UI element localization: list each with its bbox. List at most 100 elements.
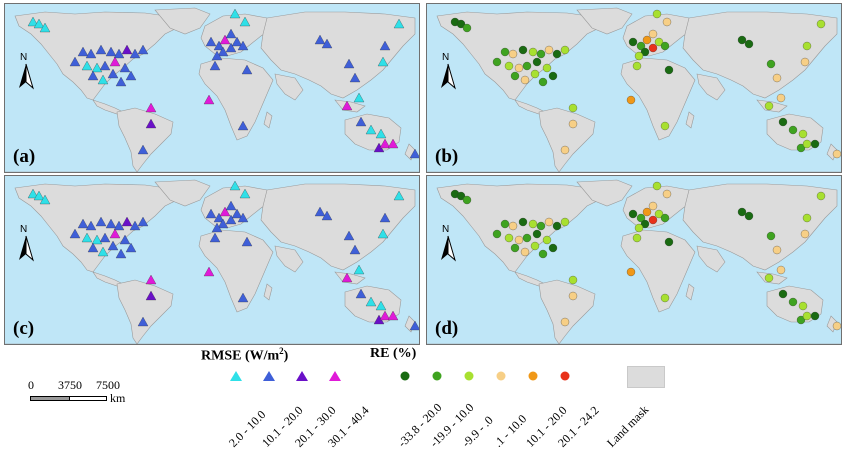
station-marker-circle — [462, 23, 472, 33]
station-marker-triangle — [237, 292, 249, 303]
station-marker-triangle — [353, 92, 365, 103]
station-marker-triangle — [387, 310, 399, 321]
station-marker-circle — [628, 209, 638, 219]
station-marker-circle — [508, 221, 518, 231]
station-marker-triangle — [121, 44, 133, 55]
station-marker-circle — [542, 63, 552, 73]
station-marker-triangle — [355, 288, 367, 299]
station-marker-circle — [548, 71, 558, 81]
station-marker-circle — [568, 103, 578, 113]
re-legend-symbol-2 — [463, 369, 475, 387]
station-marker-circle — [648, 29, 658, 39]
station-marker-circle — [568, 291, 578, 301]
station-marker-circle — [510, 243, 520, 253]
map-svg-b — [427, 7, 841, 172]
station-marker-triangle — [377, 56, 389, 67]
station-marker-circle — [640, 47, 650, 57]
map-panel-b: N (b) — [426, 3, 842, 173]
station-marker-circle — [500, 219, 510, 229]
station-marker-circle — [492, 229, 502, 239]
station-marker-circle — [766, 59, 776, 69]
station-marker-triangle — [129, 220, 141, 231]
rmse-legend-symbol-3 — [329, 369, 341, 387]
station-marker-triangle — [77, 46, 89, 57]
landmass-3 — [116, 279, 174, 344]
station-marker-circle — [802, 213, 812, 223]
station-marker-circle — [568, 119, 578, 129]
station-marker-triangle — [377, 228, 389, 239]
station-marker-circle — [522, 61, 532, 71]
station-marker-triangle — [119, 234, 131, 245]
station-marker-triangle — [91, 234, 103, 245]
station-marker-triangle — [409, 320, 419, 331]
station-marker-circle — [798, 129, 808, 139]
re-legend-symbol-3 — [495, 369, 507, 387]
landmass-5 — [620, 57, 696, 141]
panel-label-c: (c) — [13, 318, 35, 339]
station-marker-triangle — [343, 230, 355, 241]
station-marker-triangle — [321, 38, 333, 49]
scale-tick-1: 3750 — [58, 378, 82, 392]
scale-unit: km — [110, 391, 126, 405]
north-arrow-icon: N — [15, 224, 37, 262]
station-marker-triangle — [145, 290, 157, 301]
landmass-0 — [436, 11, 603, 101]
station-marker-circle — [832, 149, 841, 159]
station-marker-triangle — [99, 232, 111, 243]
station-marker-triangle — [97, 246, 109, 257]
map-svg-a — [5, 7, 419, 172]
station-marker-triangle — [121, 216, 133, 227]
station-marker-circle — [802, 139, 812, 149]
landmass-7 — [696, 245, 726, 273]
panel-label-d: (d) — [435, 318, 459, 339]
re-legend-label-3: .1 - 10.0 — [491, 411, 530, 450]
station-marker-circle — [778, 117, 788, 127]
station-marker-circle — [548, 243, 558, 253]
station-marker-circle — [810, 311, 820, 321]
station-marker-triangle — [314, 34, 326, 45]
station-marker-triangle — [69, 228, 81, 239]
station-marker-triangle — [129, 48, 141, 59]
station-marker-circle — [802, 311, 812, 321]
station-marker-circle — [504, 61, 514, 71]
landmass-5 — [198, 229, 274, 313]
station-marker-triangle — [109, 56, 121, 67]
station-marker-triangle — [39, 22, 51, 33]
station-marker-triangle — [217, 46, 229, 57]
station-marker-circle — [776, 265, 786, 275]
station-marker-triangle — [87, 70, 99, 81]
station-marker-circle — [632, 61, 642, 71]
landmass-7 — [696, 73, 726, 101]
landmass-1 — [154, 7, 211, 35]
station-marker-triangle — [219, 34, 231, 45]
station-marker-circle — [800, 229, 810, 239]
landmass-1 — [576, 7, 633, 35]
station-marker-circle — [560, 145, 570, 155]
station-marker-circle — [660, 213, 670, 223]
station-marker-circle — [544, 45, 554, 55]
station-marker-circle — [456, 191, 466, 201]
station-marker-circle — [626, 267, 636, 277]
station-marker-triangle — [27, 16, 39, 27]
landmass-3 — [538, 279, 596, 344]
landmass-0 — [14, 183, 181, 273]
station-marker-triangle — [379, 138, 391, 149]
station-marker-circle — [528, 219, 538, 229]
station-marker-circle — [552, 49, 562, 59]
station-marker-circle — [660, 121, 670, 131]
land-mask-swatch — [627, 366, 665, 388]
station-marker-circle — [660, 41, 670, 51]
station-marker-circle — [536, 221, 546, 231]
station-marker-circle — [538, 249, 548, 259]
station-marker-triangle — [97, 74, 109, 85]
station-marker-triangle — [375, 128, 387, 139]
station-marker-triangle — [231, 36, 243, 47]
rmse-legend-symbol-2 — [296, 369, 308, 387]
station-marker-circle — [772, 245, 782, 255]
station-marker-triangle — [115, 248, 127, 259]
north-letter: N — [442, 224, 450, 235]
station-marker-triangle — [231, 208, 243, 219]
map-panel-a: N (a) — [4, 3, 420, 173]
north-letter: N — [20, 52, 28, 63]
landmass-7 — [274, 245, 304, 273]
